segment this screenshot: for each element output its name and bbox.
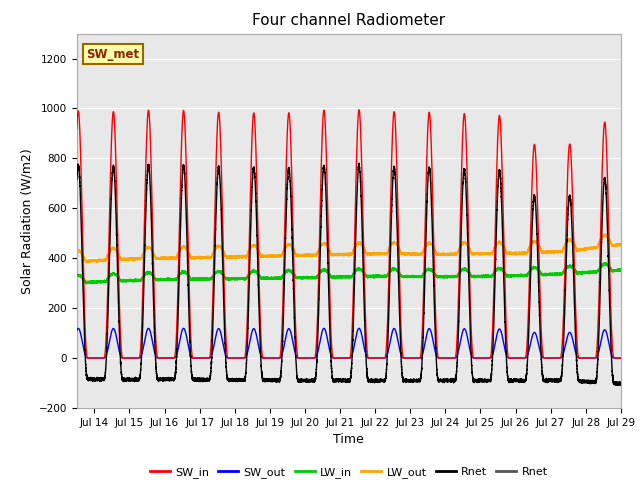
X-axis label: Time: Time [333,433,364,446]
Title: Four channel Radiometer: Four channel Radiometer [252,13,445,28]
Legend: SW_in, SW_out, LW_in, LW_out, Rnet, Rnet: SW_in, SW_out, LW_in, LW_out, Rnet, Rnet [145,462,552,480]
Y-axis label: Solar Radiation (W/m2): Solar Radiation (W/m2) [20,148,33,294]
Text: SW_met: SW_met [86,48,140,61]
